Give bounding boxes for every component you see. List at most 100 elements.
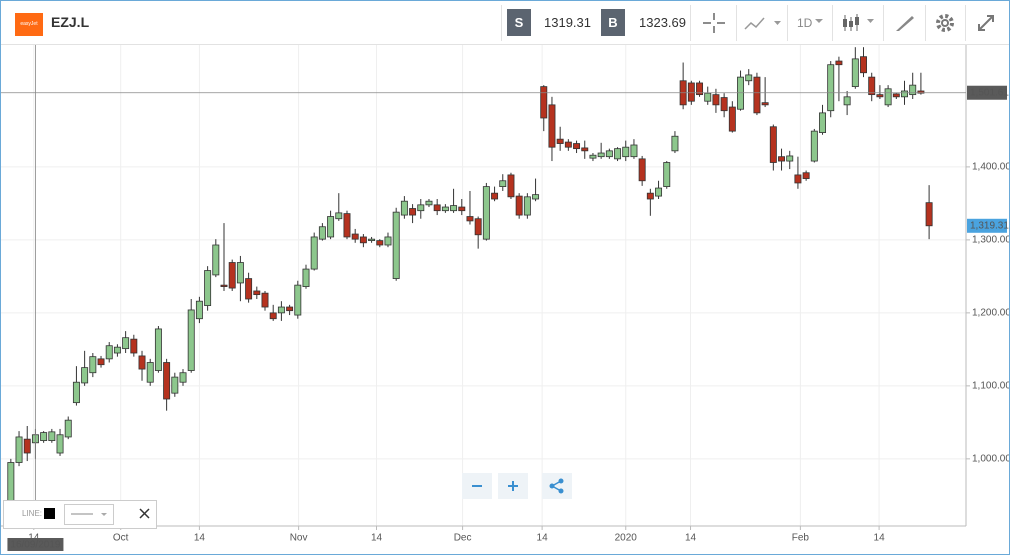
candle-body bbox=[507, 174, 515, 198]
close-button[interactable] bbox=[139, 508, 151, 520]
candle-body bbox=[368, 238, 376, 242]
candle-body bbox=[40, 432, 48, 442]
candle-body bbox=[302, 268, 310, 287]
candle-body bbox=[433, 204, 441, 212]
candle-body bbox=[769, 126, 777, 163]
x-tick-label: Dec bbox=[454, 533, 472, 544]
candle-body bbox=[761, 102, 769, 106]
x-tick-label: Oct bbox=[113, 533, 129, 544]
candle-body bbox=[482, 186, 490, 240]
candle-body bbox=[56, 434, 64, 454]
candle-body bbox=[581, 147, 589, 152]
candle-body bbox=[794, 174, 802, 184]
y-tick-label: 1,300.00 bbox=[972, 235, 1009, 246]
chart-type-button[interactable] bbox=[841, 13, 879, 33]
separator bbox=[787, 5, 788, 41]
candle-body bbox=[351, 233, 359, 240]
sell-button[interactable]: S bbox=[507, 9, 531, 36]
zoom-in-button[interactable] bbox=[498, 473, 528, 499]
candle-body bbox=[97, 358, 105, 366]
candle-body bbox=[515, 195, 523, 216]
candle-body bbox=[269, 312, 277, 320]
symbol: EZJ.L bbox=[51, 14, 90, 30]
candle-body bbox=[7, 462, 15, 502]
candle-body bbox=[835, 60, 843, 66]
candle-body bbox=[909, 84, 917, 96]
draw-button[interactable] bbox=[894, 13, 916, 33]
candle-body bbox=[23, 438, 31, 454]
candle-body bbox=[310, 236, 318, 270]
separator bbox=[883, 5, 884, 41]
logo: easyJet bbox=[15, 13, 43, 36]
line-toolbar: LINE: bbox=[3, 500, 157, 529]
candle-body bbox=[130, 338, 138, 354]
candle-body bbox=[696, 82, 704, 96]
candle-body bbox=[81, 367, 89, 384]
zoom-out-button[interactable] bbox=[462, 473, 492, 499]
candle-body bbox=[573, 143, 581, 150]
share-button[interactable] bbox=[542, 473, 572, 499]
candle-body bbox=[318, 226, 326, 240]
separator bbox=[965, 5, 966, 41]
candle-body bbox=[704, 92, 712, 102]
x-tick-label: 14 bbox=[194, 533, 206, 544]
candle-body bbox=[146, 362, 154, 383]
settings-button[interactable] bbox=[935, 13, 955, 33]
candle-body bbox=[220, 284, 228, 287]
candle-body bbox=[236, 262, 244, 284]
crosshair-button[interactable] bbox=[701, 11, 727, 35]
timeframe-button[interactable]: 1D bbox=[797, 16, 813, 30]
candle-body bbox=[884, 88, 892, 106]
candle-body bbox=[597, 152, 605, 158]
candle-body bbox=[228, 262, 236, 289]
candle-body bbox=[417, 204, 425, 212]
candle-body bbox=[450, 205, 458, 212]
buy-price[interactable]: 1323.69 bbox=[639, 15, 686, 30]
color-swatch[interactable] bbox=[44, 508, 55, 519]
line-style-select[interactable] bbox=[64, 504, 114, 525]
candle-body bbox=[827, 64, 835, 112]
candle-body bbox=[753, 76, 761, 114]
candle-body bbox=[737, 76, 745, 110]
buy-button[interactable]: B bbox=[601, 9, 625, 36]
candle-body bbox=[154, 328, 162, 371]
candle-body bbox=[876, 94, 884, 98]
candle-body bbox=[589, 154, 597, 159]
candle-body bbox=[925, 202, 933, 227]
candle-body bbox=[409, 208, 417, 216]
candle-body bbox=[778, 156, 786, 162]
candle-body bbox=[892, 93, 900, 98]
separator bbox=[501, 5, 502, 41]
candle-body bbox=[638, 158, 646, 182]
candle-body bbox=[810, 130, 818, 162]
candle-body bbox=[171, 376, 179, 394]
candle-body bbox=[614, 148, 622, 160]
candle-body bbox=[72, 381, 80, 404]
candle-body bbox=[105, 345, 113, 360]
x-tick-label: Nov bbox=[290, 533, 308, 544]
candle-body bbox=[868, 76, 876, 96]
candle-body bbox=[499, 180, 507, 187]
candle-body bbox=[851, 58, 859, 88]
candle-body bbox=[556, 138, 564, 144]
fullscreen-button[interactable] bbox=[976, 13, 996, 33]
candle-body bbox=[687, 82, 695, 102]
candle-body bbox=[843, 96, 851, 106]
candle-body bbox=[253, 290, 261, 296]
indicator-button[interactable] bbox=[743, 13, 783, 33]
dropdown-arrow bbox=[815, 19, 823, 23]
x-tick-label: Feb bbox=[792, 533, 810, 544]
candle-body bbox=[122, 337, 130, 350]
grid bbox=[1, 45, 966, 526]
candle-body bbox=[523, 196, 531, 216]
last-price-label: 1,319.31 bbox=[970, 220, 1009, 231]
x-tick-label: 14 bbox=[685, 533, 697, 544]
candle-body bbox=[195, 300, 203, 320]
sell-price[interactable]: 1319.31 bbox=[544, 15, 591, 30]
candle-body bbox=[400, 200, 408, 216]
candle-body bbox=[917, 90, 925, 94]
candle-body bbox=[343, 213, 351, 238]
candle-body bbox=[548, 104, 556, 148]
candle-body bbox=[458, 206, 466, 212]
